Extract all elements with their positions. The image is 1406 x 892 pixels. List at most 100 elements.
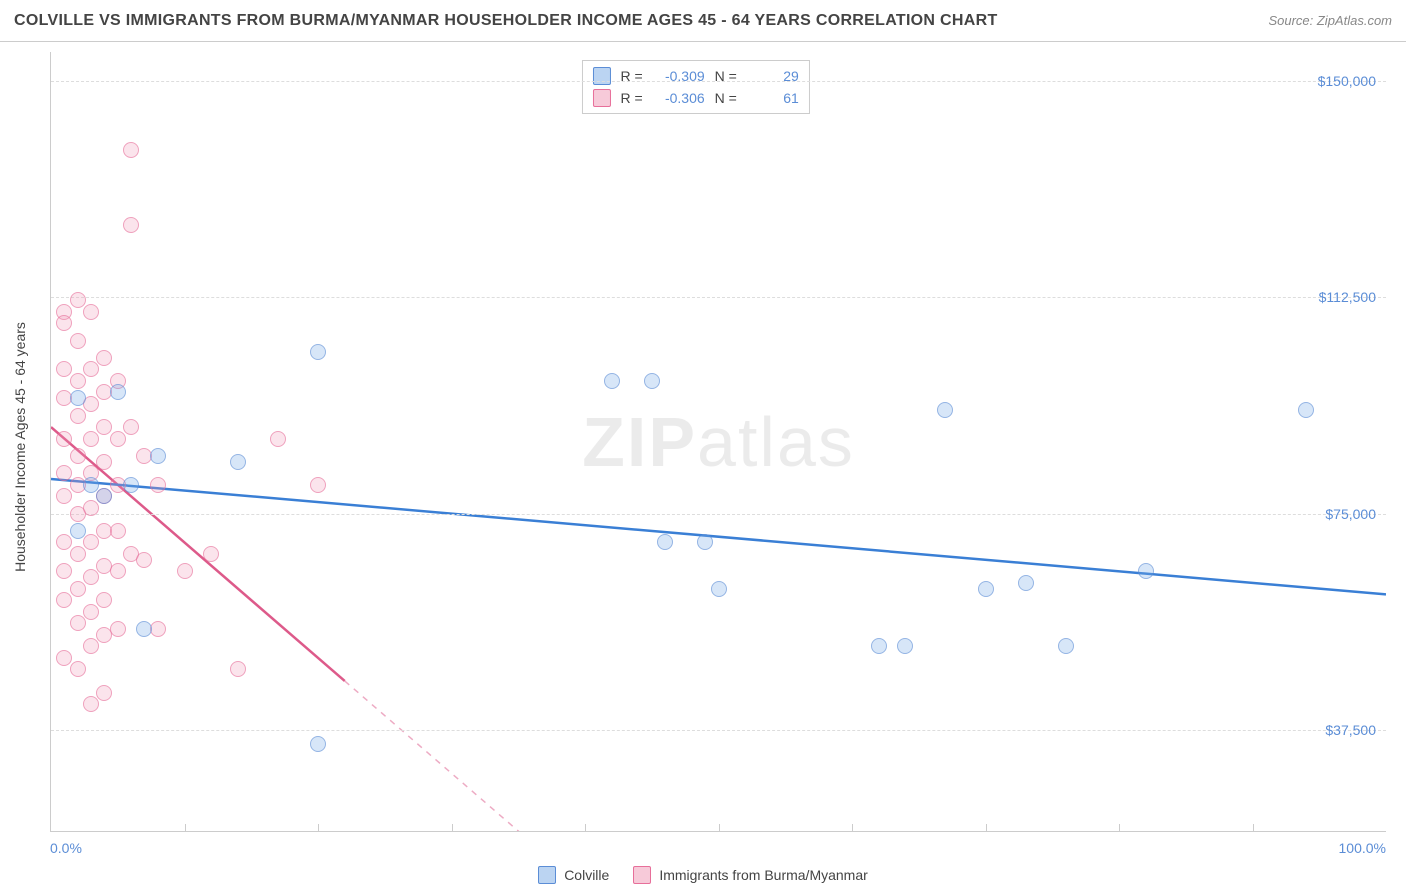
scatter-point-pink xyxy=(83,604,99,620)
xtick-mark xyxy=(185,824,186,832)
scatter-point-pink xyxy=(96,419,112,435)
xtick-mark xyxy=(585,824,586,832)
scatter-point-pink xyxy=(70,546,86,562)
scatter-point-pink xyxy=(150,477,166,493)
scatter-point-blue xyxy=(310,344,326,360)
scatter-point-pink xyxy=(110,563,126,579)
scatter-point-pink xyxy=(83,431,99,447)
scatter-point-pink xyxy=(70,661,86,677)
chart-header: COLVILLE VS IMMIGRANTS FROM BURMA/MYANMA… xyxy=(0,0,1406,42)
scatter-point-pink xyxy=(56,431,72,447)
scatter-point-blue xyxy=(110,384,126,400)
ytick-label: $112,500 xyxy=(1319,289,1376,305)
legend-series: Colville Immigrants from Burma/Myanmar xyxy=(0,866,1406,884)
scatter-point-blue xyxy=(136,621,152,637)
plot-area: ZIPatlas R = -0.309 N = 29 R = -0.306 N … xyxy=(50,52,1386,832)
r-value-pink: -0.306 xyxy=(657,90,705,106)
swatch-pink-icon xyxy=(592,89,610,107)
scatter-point-blue xyxy=(1138,563,1154,579)
scatter-point-pink xyxy=(56,465,72,481)
scatter-point-pink xyxy=(96,685,112,701)
scatter-point-pink xyxy=(83,361,99,377)
scatter-point-blue xyxy=(711,581,727,597)
n-value-pink: 61 xyxy=(751,90,799,106)
ytick-label: $150,000 xyxy=(1318,73,1376,89)
scatter-point-pink xyxy=(110,523,126,539)
xtick-mark xyxy=(852,824,853,832)
chart-source: Source: ZipAtlas.com xyxy=(1268,13,1392,28)
x-max-label: 100.0% xyxy=(1339,840,1386,856)
scatter-point-pink xyxy=(83,569,99,585)
legend-row-pink: R = -0.306 N = 61 xyxy=(592,87,798,109)
scatter-point-pink xyxy=(70,581,86,597)
scatter-point-pink xyxy=(123,217,139,233)
scatter-point-blue xyxy=(96,488,112,504)
scatter-point-pink xyxy=(70,373,86,389)
scatter-point-pink xyxy=(56,361,72,377)
scatter-point-pink xyxy=(83,500,99,516)
scatter-point-blue xyxy=(937,402,953,418)
scatter-point-pink xyxy=(96,350,112,366)
trend-lines xyxy=(51,52,1386,831)
y-axis-label: Householder Income Ages 45 - 64 years xyxy=(12,322,28,572)
scatter-point-pink xyxy=(123,419,139,435)
scatter-point-pink xyxy=(56,534,72,550)
scatter-point-pink xyxy=(230,661,246,677)
plot-container: Householder Income Ages 45 - 64 years ZI… xyxy=(0,42,1406,852)
scatter-point-blue xyxy=(123,477,139,493)
scatter-point-pink xyxy=(310,477,326,493)
legend-row-blue: R = -0.309 N = 29 xyxy=(592,65,798,87)
scatter-point-pink xyxy=(83,304,99,320)
scatter-point-pink xyxy=(56,592,72,608)
xtick-mark xyxy=(986,824,987,832)
watermark-bold: ZIP xyxy=(582,403,697,481)
scatter-point-pink xyxy=(136,552,152,568)
scatter-point-blue xyxy=(604,373,620,389)
swatch-blue-icon xyxy=(592,67,610,85)
scatter-point-blue xyxy=(657,534,673,550)
ytick-label: $37,500 xyxy=(1325,722,1376,738)
scatter-point-pink xyxy=(70,408,86,424)
r-label: R = xyxy=(620,90,642,106)
scatter-point-blue xyxy=(697,534,713,550)
ytick-label: $75,000 xyxy=(1325,506,1376,522)
scatter-point-pink xyxy=(56,563,72,579)
legend-label-blue: Colville xyxy=(564,867,609,883)
xtick-mark xyxy=(452,824,453,832)
legend-correlation: R = -0.309 N = 29 R = -0.306 N = 61 xyxy=(581,60,809,114)
scatter-point-pink xyxy=(83,534,99,550)
scatter-point-blue xyxy=(70,523,86,539)
chart-title: COLVILLE VS IMMIGRANTS FROM BURMA/MYANMA… xyxy=(14,12,998,30)
scatter-point-pink xyxy=(96,592,112,608)
scatter-point-blue xyxy=(644,373,660,389)
legend-item-blue: Colville xyxy=(538,866,609,884)
gridline-h xyxy=(51,514,1386,515)
legend-item-pink: Immigrants from Burma/Myanmar xyxy=(633,866,867,884)
scatter-point-pink xyxy=(56,315,72,331)
scatter-point-pink xyxy=(203,546,219,562)
scatter-point-blue xyxy=(70,390,86,406)
swatch-blue-icon xyxy=(538,866,556,884)
scatter-point-pink xyxy=(70,333,86,349)
scatter-point-pink xyxy=(56,488,72,504)
scatter-point-pink xyxy=(270,431,286,447)
scatter-point-pink xyxy=(123,142,139,158)
scatter-point-pink xyxy=(70,615,86,631)
watermark: ZIPatlas xyxy=(582,402,855,482)
scatter-point-pink xyxy=(110,431,126,447)
scatter-point-pink xyxy=(110,621,126,637)
scatter-point-blue xyxy=(897,638,913,654)
scatter-point-blue xyxy=(150,448,166,464)
xtick-mark xyxy=(1253,824,1254,832)
scatter-point-blue xyxy=(83,477,99,493)
gridline-h xyxy=(51,81,1386,82)
scatter-point-pink xyxy=(83,696,99,712)
scatter-point-blue xyxy=(1018,575,1034,591)
scatter-point-blue xyxy=(1298,402,1314,418)
scatter-point-pink xyxy=(70,448,86,464)
gridline-h xyxy=(51,297,1386,298)
gridline-h xyxy=(51,730,1386,731)
xtick-mark xyxy=(1119,824,1120,832)
scatter-point-pink xyxy=(56,650,72,666)
xtick-mark xyxy=(318,824,319,832)
